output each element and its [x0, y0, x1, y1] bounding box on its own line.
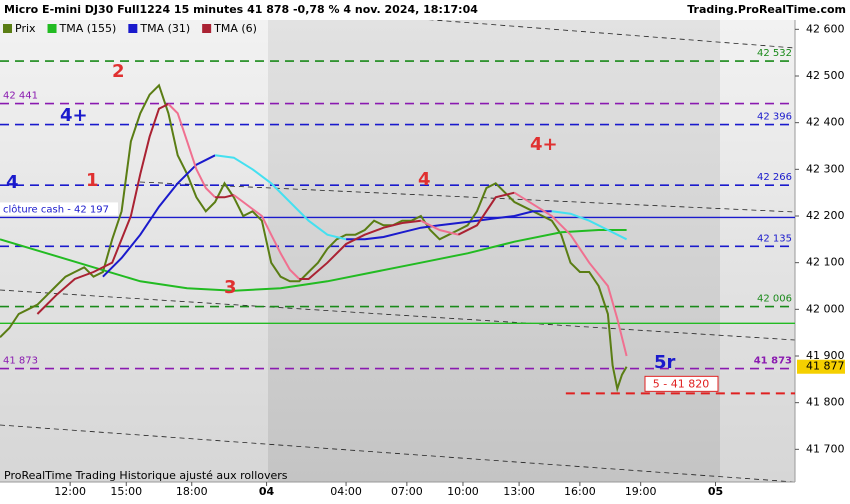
- y-tick-label: 41 900: [806, 349, 845, 362]
- annotation: 3: [224, 277, 237, 298]
- y-tick-label: 42 600: [806, 22, 845, 35]
- y-tick-label: 41 800: [806, 396, 845, 409]
- legend-label: TMA (31): [139, 22, 190, 35]
- x-tick-label: 13:00: [503, 485, 535, 498]
- x-tick-label: 10:00: [447, 485, 479, 498]
- series-line: [233, 194, 301, 280]
- series-line: [214, 154, 347, 241]
- series-line: [513, 191, 628, 357]
- x-tick-label: 16:00: [564, 485, 596, 498]
- session-shade: [268, 20, 720, 482]
- series-line: [299, 219, 422, 280]
- annotation: 4+: [530, 134, 558, 155]
- series-line: [457, 191, 515, 236]
- trend-line: [0, 289, 796, 341]
- legend-label: Prix: [15, 22, 36, 35]
- legend-label: TMA (6): [213, 22, 257, 35]
- y-tick-label: 41 700: [806, 442, 845, 455]
- annotation: 4: [6, 172, 19, 193]
- trend-line: [139, 181, 796, 213]
- series-line: [0, 83, 628, 393]
- y-tick-label: 42 000: [806, 302, 845, 315]
- last-price-box: [797, 359, 845, 374]
- y-tick-label: 42 200: [806, 209, 845, 222]
- legend-swatch: [3, 24, 12, 33]
- level-label: 41 873: [754, 356, 792, 367]
- x-tick-label: 15:00: [110, 485, 142, 498]
- annotation: 5r: [654, 352, 676, 373]
- annotation: 4: [418, 169, 431, 190]
- x-tick-label: 12:00: [54, 485, 86, 498]
- series-line: [215, 194, 235, 199]
- legend-label: TMA (155): [59, 22, 117, 35]
- header-bar: [0, 0, 850, 20]
- chart-title: Micro E-mini DJ30 Full1224 15 minutes 41…: [4, 3, 478, 16]
- level-label: 41 873: [3, 356, 38, 367]
- level-label: 42 396: [757, 112, 792, 123]
- level-label: 42 532: [757, 48, 792, 59]
- series-line: [551, 210, 628, 241]
- legend-swatch: [202, 24, 212, 33]
- source: Trading.ProRealTime.com: [687, 3, 846, 16]
- level-label: 42 266: [757, 172, 792, 183]
- x-tick-label: 04:00: [330, 485, 362, 498]
- level-label: 42 441: [3, 91, 38, 102]
- target-label: 5 - 41 820: [653, 377, 709, 390]
- trend-line: [0, 424, 796, 483]
- x-tick-label: 04: [259, 485, 275, 498]
- target-box: [644, 375, 719, 392]
- annotation: 2: [112, 61, 125, 82]
- series-line: [167, 103, 216, 199]
- x-tick-label: 07:00: [391, 485, 423, 498]
- annotation: 4+: [60, 105, 88, 126]
- footer: ProRealTime Trading Historique ajusté au…: [4, 469, 288, 482]
- series-line: [420, 219, 459, 236]
- x-tick-label: 05: [708, 485, 723, 498]
- series-line: [102, 154, 216, 278]
- last-price-label: 41 877: [806, 360, 845, 373]
- level-label: 42 135: [757, 233, 792, 244]
- y-tick-label: 42 300: [806, 162, 845, 175]
- y-tick-label: 42 500: [806, 69, 845, 82]
- x-tick-label: 19:00: [625, 485, 657, 498]
- level-label-box: [0, 202, 118, 216]
- series-line: [346, 210, 552, 241]
- y-tick-label: 42 400: [806, 116, 845, 129]
- y-tick-label: 42 100: [806, 256, 845, 269]
- annotation: 1: [86, 170, 99, 191]
- series-line: [0, 229, 627, 292]
- level-label: clôture cash - 42 197: [3, 203, 109, 215]
- legend-swatch: [128, 24, 138, 33]
- series-line: [36, 103, 169, 315]
- x-tick-label: 18:00: [176, 485, 208, 498]
- legend-swatch: [47, 24, 57, 33]
- level-label: 42 006: [757, 294, 792, 305]
